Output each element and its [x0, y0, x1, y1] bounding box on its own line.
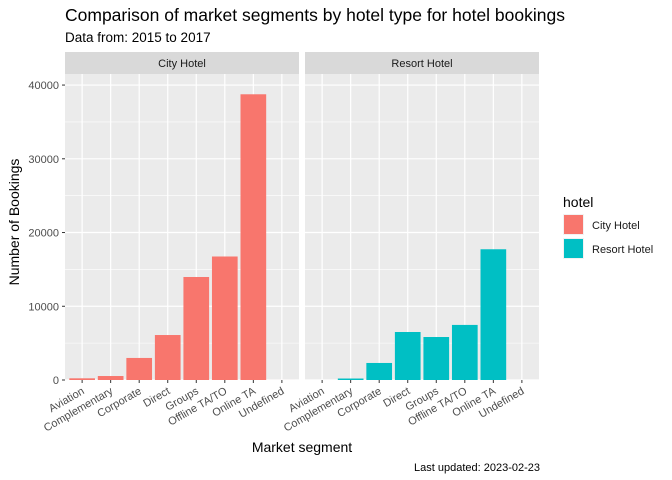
y-tick-label: 10000	[28, 301, 59, 313]
legend-label: Resort Hotel	[592, 244, 653, 256]
legend-title: hotel	[563, 194, 593, 210]
bar	[240, 94, 267, 381]
bar	[423, 337, 450, 380]
chart-title: Comparison of market segments by hotel t…	[65, 5, 565, 25]
bar	[211, 256, 238, 380]
x-axis-label: Market segment	[252, 439, 352, 455]
bar	[366, 362, 393, 380]
chart-subtitle: Data from: 2015 to 2017	[65, 30, 211, 45]
chart-caption: Last updated: 2023-02-23	[414, 462, 540, 474]
bar	[183, 276, 210, 380]
y-tick-label: 30000	[28, 154, 59, 166]
legend-swatch	[564, 239, 583, 258]
facet-panel: City HotelAviationComplementaryCorporate…	[42, 52, 299, 434]
bar	[451, 324, 478, 380]
legend-label: City Hotel	[592, 220, 640, 232]
facet-strip-label: City Hotel	[158, 58, 206, 70]
bar	[69, 378, 95, 380]
y-axis: 0 10000 20000 30000 40000	[28, 80, 65, 387]
bar	[394, 331, 421, 380]
bar	[480, 249, 507, 380]
y-tick-label: 40000	[28, 80, 59, 92]
y-axis-label: Number of Bookings	[6, 159, 22, 286]
legend: hotel City Hotel Resort Hotel	[563, 194, 653, 259]
facet-strip	[305, 52, 539, 74]
facet-panel: Resort HotelAviationComplementaryCorpora…	[282, 52, 539, 434]
y-tick-label: 0	[53, 375, 59, 387]
facet-strip-label: Resort Hotel	[391, 58, 452, 70]
legend-swatch	[564, 215, 583, 234]
y-tick-label: 20000	[28, 228, 59, 240]
facet-strip	[65, 52, 299, 74]
bar	[126, 357, 153, 380]
bar	[154, 335, 181, 380]
facet-panels: City HotelAviationComplementaryCorporate…	[42, 52, 539, 434]
bar	[97, 376, 124, 380]
bar	[337, 378, 364, 380]
